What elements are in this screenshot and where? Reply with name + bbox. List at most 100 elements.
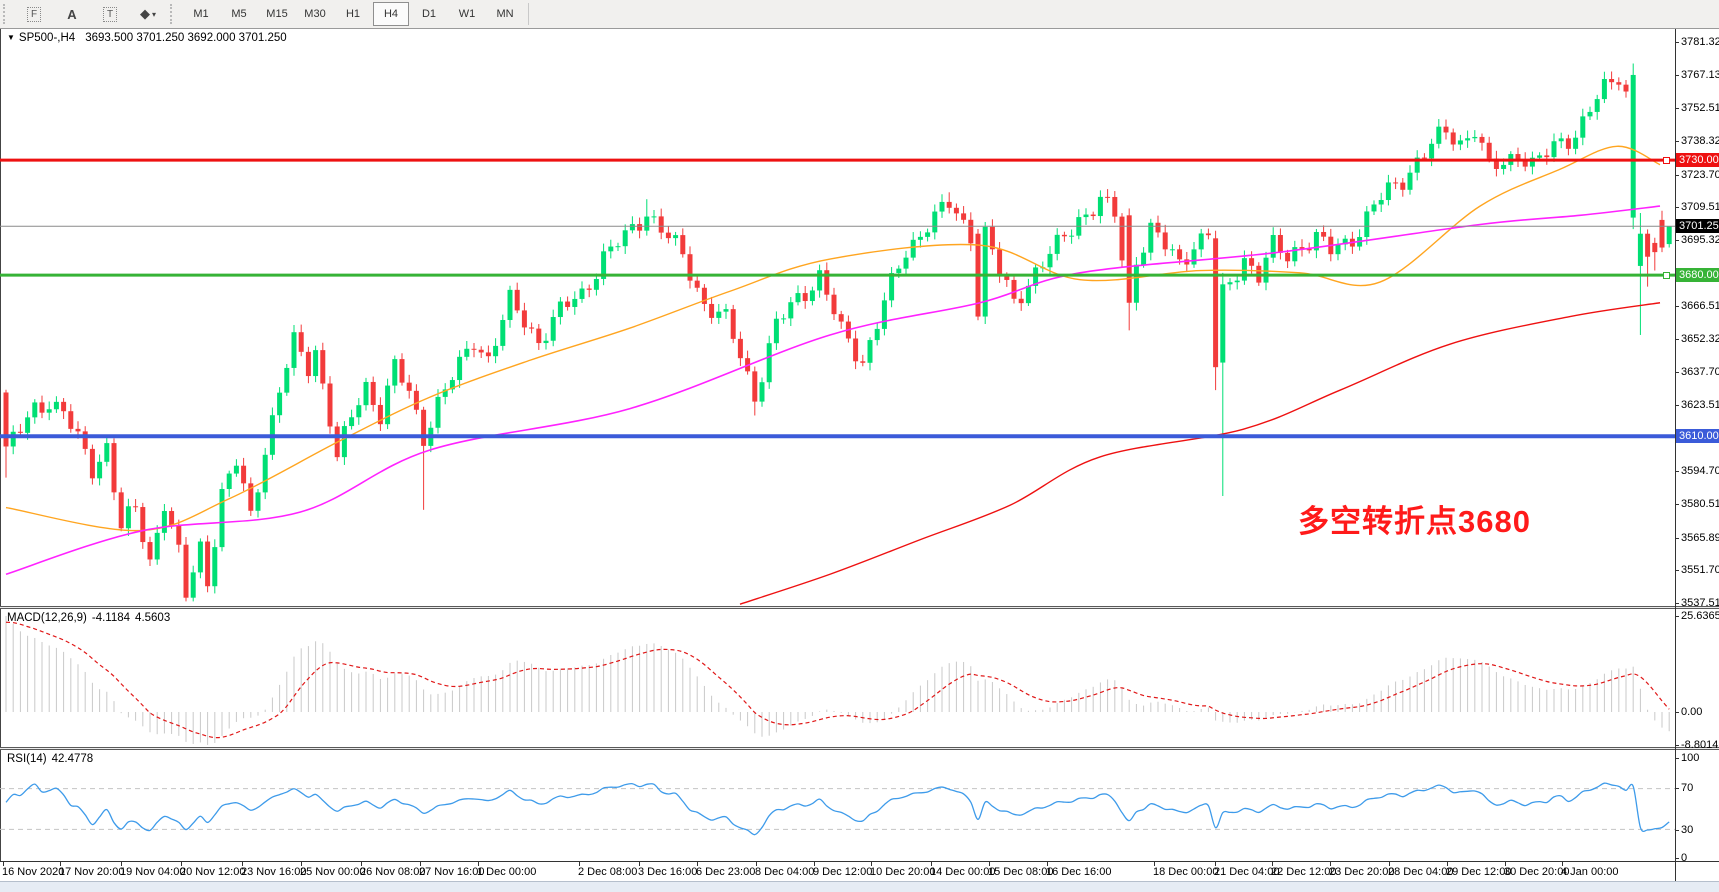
- rsi-line: [5, 782, 1670, 836]
- shapes-icon: ◆: [139, 6, 150, 21]
- axis-tick: [1675, 108, 1679, 110]
- rsi-axis-label: 0: [1681, 852, 1688, 864]
- price-axis-label: 3666.510: [1681, 300, 1719, 313]
- price-badge: 3730.000: [1676, 153, 1719, 168]
- time-axis-label: 28 Dec 04:00: [1388, 866, 1454, 878]
- hline-handle[interactable]: [1663, 271, 1670, 279]
- macd-axis-label: -8.8014: [1681, 739, 1719, 751]
- axis-tick: [1675, 372, 1679, 374]
- timeframe-button-M5[interactable]: M5: [231, 8, 247, 20]
- axis-tick: [1675, 745, 1679, 746]
- chart-left-border: [0, 29, 1, 881]
- hline-handle[interactable]: [1663, 156, 1670, 164]
- horizontal-lines-layer: [0, 158, 1675, 439]
- time-axis-label: 23 Nov 16:00: [241, 866, 307, 878]
- timeframe-button-H1[interactable]: H1: [345, 8, 361, 20]
- timeframe-button-H4[interactable]: H4: [373, 2, 409, 26]
- time-axis-label: 23 Dec 20:00: [1329, 866, 1395, 878]
- axis-tick: [1675, 504, 1679, 506]
- time-axis-tick: [639, 862, 640, 866]
- price-axis-label: 3551.700: [1681, 564, 1719, 577]
- time-axis-tick: [931, 862, 932, 866]
- timeframe-button-D1[interactable]: D1: [421, 8, 437, 20]
- price-axis-label: 3723.700: [1681, 168, 1719, 181]
- ma-slow-red[interactable]: [739, 302, 1661, 605]
- time-axis-label: 17 Nov 20:00: [59, 866, 125, 878]
- rsi-panel[interactable]: [0, 751, 1675, 861]
- panel-separator[interactable]: [0, 606, 1719, 609]
- drawing-tools-group: F A T ◆ ▾: [15, 2, 167, 26]
- text-label-icon: T: [102, 6, 118, 22]
- time-axis-label: 8 Dec 04:00: [755, 866, 815, 878]
- macd-main-value: -4.1184: [91, 612, 131, 624]
- time-axis-tick: [1562, 862, 1563, 866]
- time-axis-label: 16 Dec 16:00: [1046, 866, 1112, 878]
- timeframe-button-M1[interactable]: M1: [193, 8, 209, 20]
- time-axis-tick: [3, 862, 4, 866]
- time-axis-tick: [1505, 862, 1506, 866]
- chart-collapse-icon[interactable]: ▼: [7, 33, 15, 42]
- price-axis-border: [1675, 29, 1676, 881]
- axis-tick: [1675, 74, 1679, 76]
- ma-fast-orange[interactable]: [5, 145, 1661, 532]
- text-label-button[interactable]: T: [92, 2, 128, 26]
- ohlc-values: 3693.500 3701.250 3692.000 3701.250: [85, 32, 287, 44]
- time-axis-label: 16 Nov 2020: [2, 866, 65, 878]
- time-axis-tick: [989, 862, 990, 866]
- axis-tick: [1675, 471, 1679, 473]
- axis-tick: [1675, 306, 1679, 308]
- macd-panel[interactable]: [0, 610, 1675, 747]
- time-axis-tick: [579, 862, 580, 866]
- text-icon: A: [67, 6, 77, 22]
- text-button[interactable]: A: [54, 2, 90, 26]
- time-axis-tick: [756, 862, 757, 866]
- price-badge: 3680.000: [1676, 268, 1719, 283]
- symbol-period: SP500-,H4: [18, 32, 76, 44]
- time-axis-label: 6 Dec 23:00: [696, 866, 756, 878]
- axis-tick: [1675, 712, 1679, 713]
- chart-annotation-text[interactable]: 多空转折点3680: [1298, 504, 1531, 539]
- axis-tick: [1675, 207, 1679, 209]
- price-axis-label: 3738.320: [1681, 134, 1719, 147]
- price-axis-label: 3580.510: [1681, 498, 1719, 511]
- price-axis-label: 3752.510: [1681, 102, 1719, 115]
- macd-histogram: [5, 615, 1670, 745]
- panel-separator[interactable]: [0, 747, 1719, 750]
- time-axis[interactable]: 16 Nov 2020 17 Nov 20:00 19 Nov 04:00 20 No…: [0, 862, 1719, 881]
- time-axis-label: 21 Dec 04:00: [1214, 866, 1280, 878]
- window-bottom-strip: [0, 881, 1719, 892]
- timeframe-button-W1[interactable]: W1: [458, 8, 476, 20]
- time-axis-label: 20 Nov 12:00: [180, 866, 246, 878]
- time-axis-label: 2 Dec 08:00: [578, 866, 638, 878]
- timeframe-button-M30[interactable]: M30: [304, 8, 326, 20]
- dropdown-caret-icon[interactable]: ▾: [151, 9, 156, 19]
- time-axis-label: 19 Nov 04:00: [120, 866, 186, 878]
- cursor-frame-icon: F: [26, 6, 42, 22]
- time-axis-tick: [420, 862, 421, 866]
- toolbar-grip[interactable]: [3, 4, 12, 24]
- toolbar-separator: [528, 3, 529, 25]
- cursor-frame-button[interactable]: F: [16, 2, 52, 26]
- time-axis-label: 18 Dec 00:00: [1153, 866, 1219, 878]
- toolbar-grip[interactable]: [170, 4, 179, 24]
- axis-tick: [1675, 405, 1679, 407]
- time-axis-tick: [1447, 862, 1448, 866]
- axis-tick: [1675, 42, 1679, 43]
- axis-tick: [1675, 788, 1679, 789]
- time-axis-label: 14 Dec 00:00: [930, 866, 996, 878]
- time-axis-tick: [871, 862, 872, 866]
- time-axis-label: 1 Dec 00:00: [477, 866, 537, 878]
- time-axis-label: 15 Dec 08:00: [988, 866, 1054, 878]
- ma-mid-magenta[interactable]: [5, 205, 1661, 576]
- macd-axis-label: 25.6365: [1681, 610, 1719, 622]
- rsi-axis-label: 70: [1681, 782, 1694, 794]
- timeframe-button-M15[interactable]: M15: [266, 8, 288, 20]
- chart-title: ▼ SP500-,H4 3693.500 3701.250 3692.000 370…: [7, 32, 287, 44]
- timeframe-button-MN[interactable]: MN: [496, 8, 514, 20]
- rsi-axis-label: 100: [1681, 752, 1700, 764]
- shapes-button[interactable]: ◆ ▾: [130, 2, 166, 26]
- price-chart[interactable]: [0, 29, 1675, 606]
- time-axis-tick: [697, 862, 698, 866]
- moving-averages-layer: [5, 145, 1661, 605]
